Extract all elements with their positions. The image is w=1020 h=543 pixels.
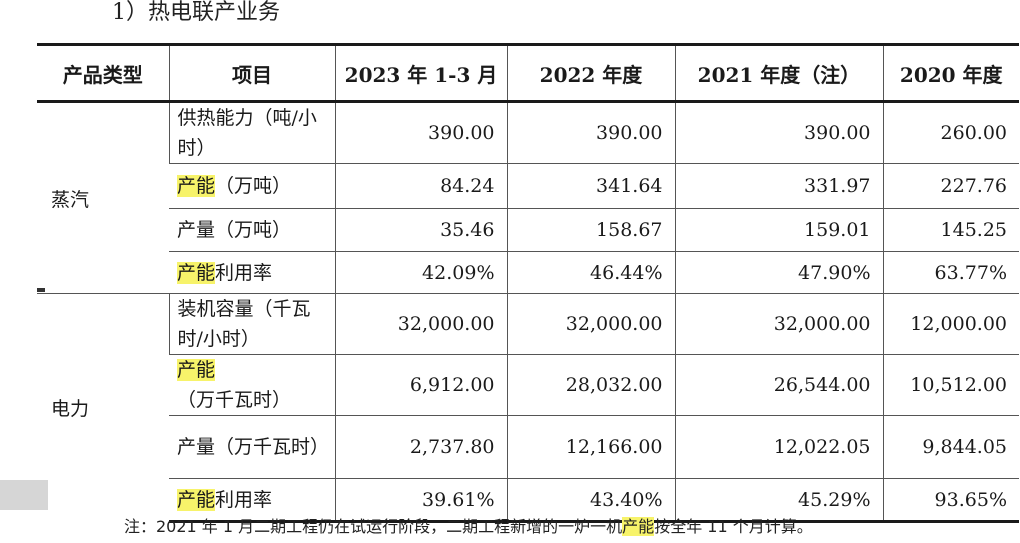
header-item: 项目 [168, 43, 335, 103]
item-label: （万吨） [215, 175, 292, 197]
value-cell: 390.00 [674, 101, 883, 164]
item-cell: 产能（万吨） [169, 163, 335, 209]
value-cell: 331.97 [674, 163, 883, 209]
value-cell: 93.65% [882, 478, 1019, 523]
value-cell: 260.00 [882, 101, 1019, 164]
value-cell: 159.01 [674, 208, 883, 252]
item-cell: 产能利用率 [169, 478, 335, 523]
table-row: 产能（万吨） 84.24 341.64 331.97 227.76 [37, 163, 1019, 209]
value-cell: 390.00 [506, 101, 675, 164]
value-cell: 32,000.00 [506, 293, 675, 355]
value-cell: 35.46 [334, 208, 507, 252]
category-steam: 蒸汽 [51, 188, 90, 211]
value-cell: 63.77% [882, 251, 1019, 294]
value-cell: 32,000.00 [674, 293, 883, 355]
section-heading: 1）热电联产业务 [112, 0, 280, 25]
header-2023q1: 2023 年 1-3 月 [334, 43, 507, 103]
value-cell: 45.29% [674, 478, 883, 523]
footnote: 注：2021 年 1 月二期工程仍在试运行阶段，二期工程新增的一炉一机产能按全年… [124, 516, 813, 538]
item-cell: 供热能力（吨/小时） [168, 101, 335, 164]
header-product-type: 产品类型 [37, 43, 169, 103]
item-highlight: 产能 [177, 261, 216, 284]
value-cell: 28,032.00 [506, 354, 675, 416]
item-label: 装机容量（千瓦时/小时） [177, 298, 311, 350]
value-cell: 12,166.00 [506, 415, 675, 479]
item-highlight: 产能 [177, 488, 216, 511]
item-highlight: 产能 [177, 175, 216, 197]
capacity-table: 产品类型 项目 2023 年 1-3 月 2022 年度 2021 年度（注） … [37, 43, 1019, 523]
value-cell: 46.44% [506, 251, 675, 294]
table-row: 产能 （万千瓦时） 6,912.00 28,032.00 26,544.00 10… [37, 354, 1019, 416]
value-cell: 390.00 [334, 101, 507, 164]
header-2021: 2021 年度（注） [674, 43, 883, 103]
footnote-text: 注：2021 年 1 月二期工程仍在试运行阶段，二期工程新增的一炉一机 [124, 517, 623, 536]
value-cell: 12,000.00 [882, 293, 1019, 355]
value-cell: 26,544.00 [674, 354, 883, 416]
item-label: 利用率 [215, 261, 273, 284]
value-cell: 158.67 [506, 208, 675, 252]
item-label: 产量（万千瓦时） [177, 436, 330, 458]
footnote-tail: 按全年 11 个月计算。 [654, 517, 813, 536]
scroll-overlay-strip [0, 480, 48, 510]
item-cell: 产能利用率 [169, 251, 335, 294]
table-row: 产量（万千瓦时） 2,737.80 12,166.00 12,022.05 9,… [37, 415, 1019, 479]
table-header-row: 产品类型 项目 2023 年 1-3 月 2022 年度 2021 年度（注） … [37, 43, 1019, 103]
value-cell: 42.09% [334, 251, 507, 294]
item-cell: 装机容量（千瓦时/小时） [168, 293, 335, 355]
item-cell: 产量（万千瓦时） [169, 415, 335, 479]
value-cell: 12,022.05 [674, 415, 883, 479]
table-row: 产能利用率 39.61% 43.40% 45.29% 93.65% [37, 478, 1019, 523]
footnote-highlight: 产能 [622, 517, 655, 536]
header-2020: 2020 年度 [882, 43, 1019, 103]
header-2022: 2022 年度 [506, 43, 675, 103]
item-label: 供热能力（吨/小时） [177, 107, 317, 159]
item-label: 利用率 [215, 488, 273, 511]
item-cell: 产能 （万千瓦时） [169, 354, 335, 416]
value-cell: 43.40% [506, 478, 675, 523]
value-cell: 6,912.00 [334, 354, 507, 416]
value-cell: 2,737.80 [334, 415, 507, 479]
item-cell: 产量（万吨） [169, 208, 335, 252]
table-row: 电力 装机容量（千瓦时/小时） 32,000.00 32,000.00 32,0… [37, 293, 1019, 522]
value-cell: 39.61% [334, 478, 507, 523]
value-cell: 84.24 [334, 163, 507, 209]
item-highlight: 产能 [177, 359, 216, 381]
table-row: 产能利用率 42.09% 46.44% 47.90% 63.77% [37, 251, 1019, 294]
value-cell: 10,512.00 [882, 354, 1019, 416]
item-label: 产量（万吨） [177, 219, 292, 241]
value-cell: 341.64 [506, 163, 675, 209]
value-cell: 227.76 [882, 163, 1019, 209]
value-cell: 145.25 [882, 208, 1019, 252]
table-row: 蒸汽 供热能力（吨/小时） 390.00 390.00 390.00 260.0… [37, 101, 1019, 211]
value-cell: 47.90% [674, 251, 883, 294]
value-cell: 9,844.05 [882, 415, 1019, 479]
edge-mark [37, 288, 45, 292]
table-row: 产量（万吨） 35.46 158.67 159.01 145.25 [37, 208, 1019, 252]
category-electricity: 电力 [37, 293, 169, 522]
item-label: （万千瓦时） [177, 389, 292, 411]
value-cell: 32,000.00 [334, 293, 507, 355]
